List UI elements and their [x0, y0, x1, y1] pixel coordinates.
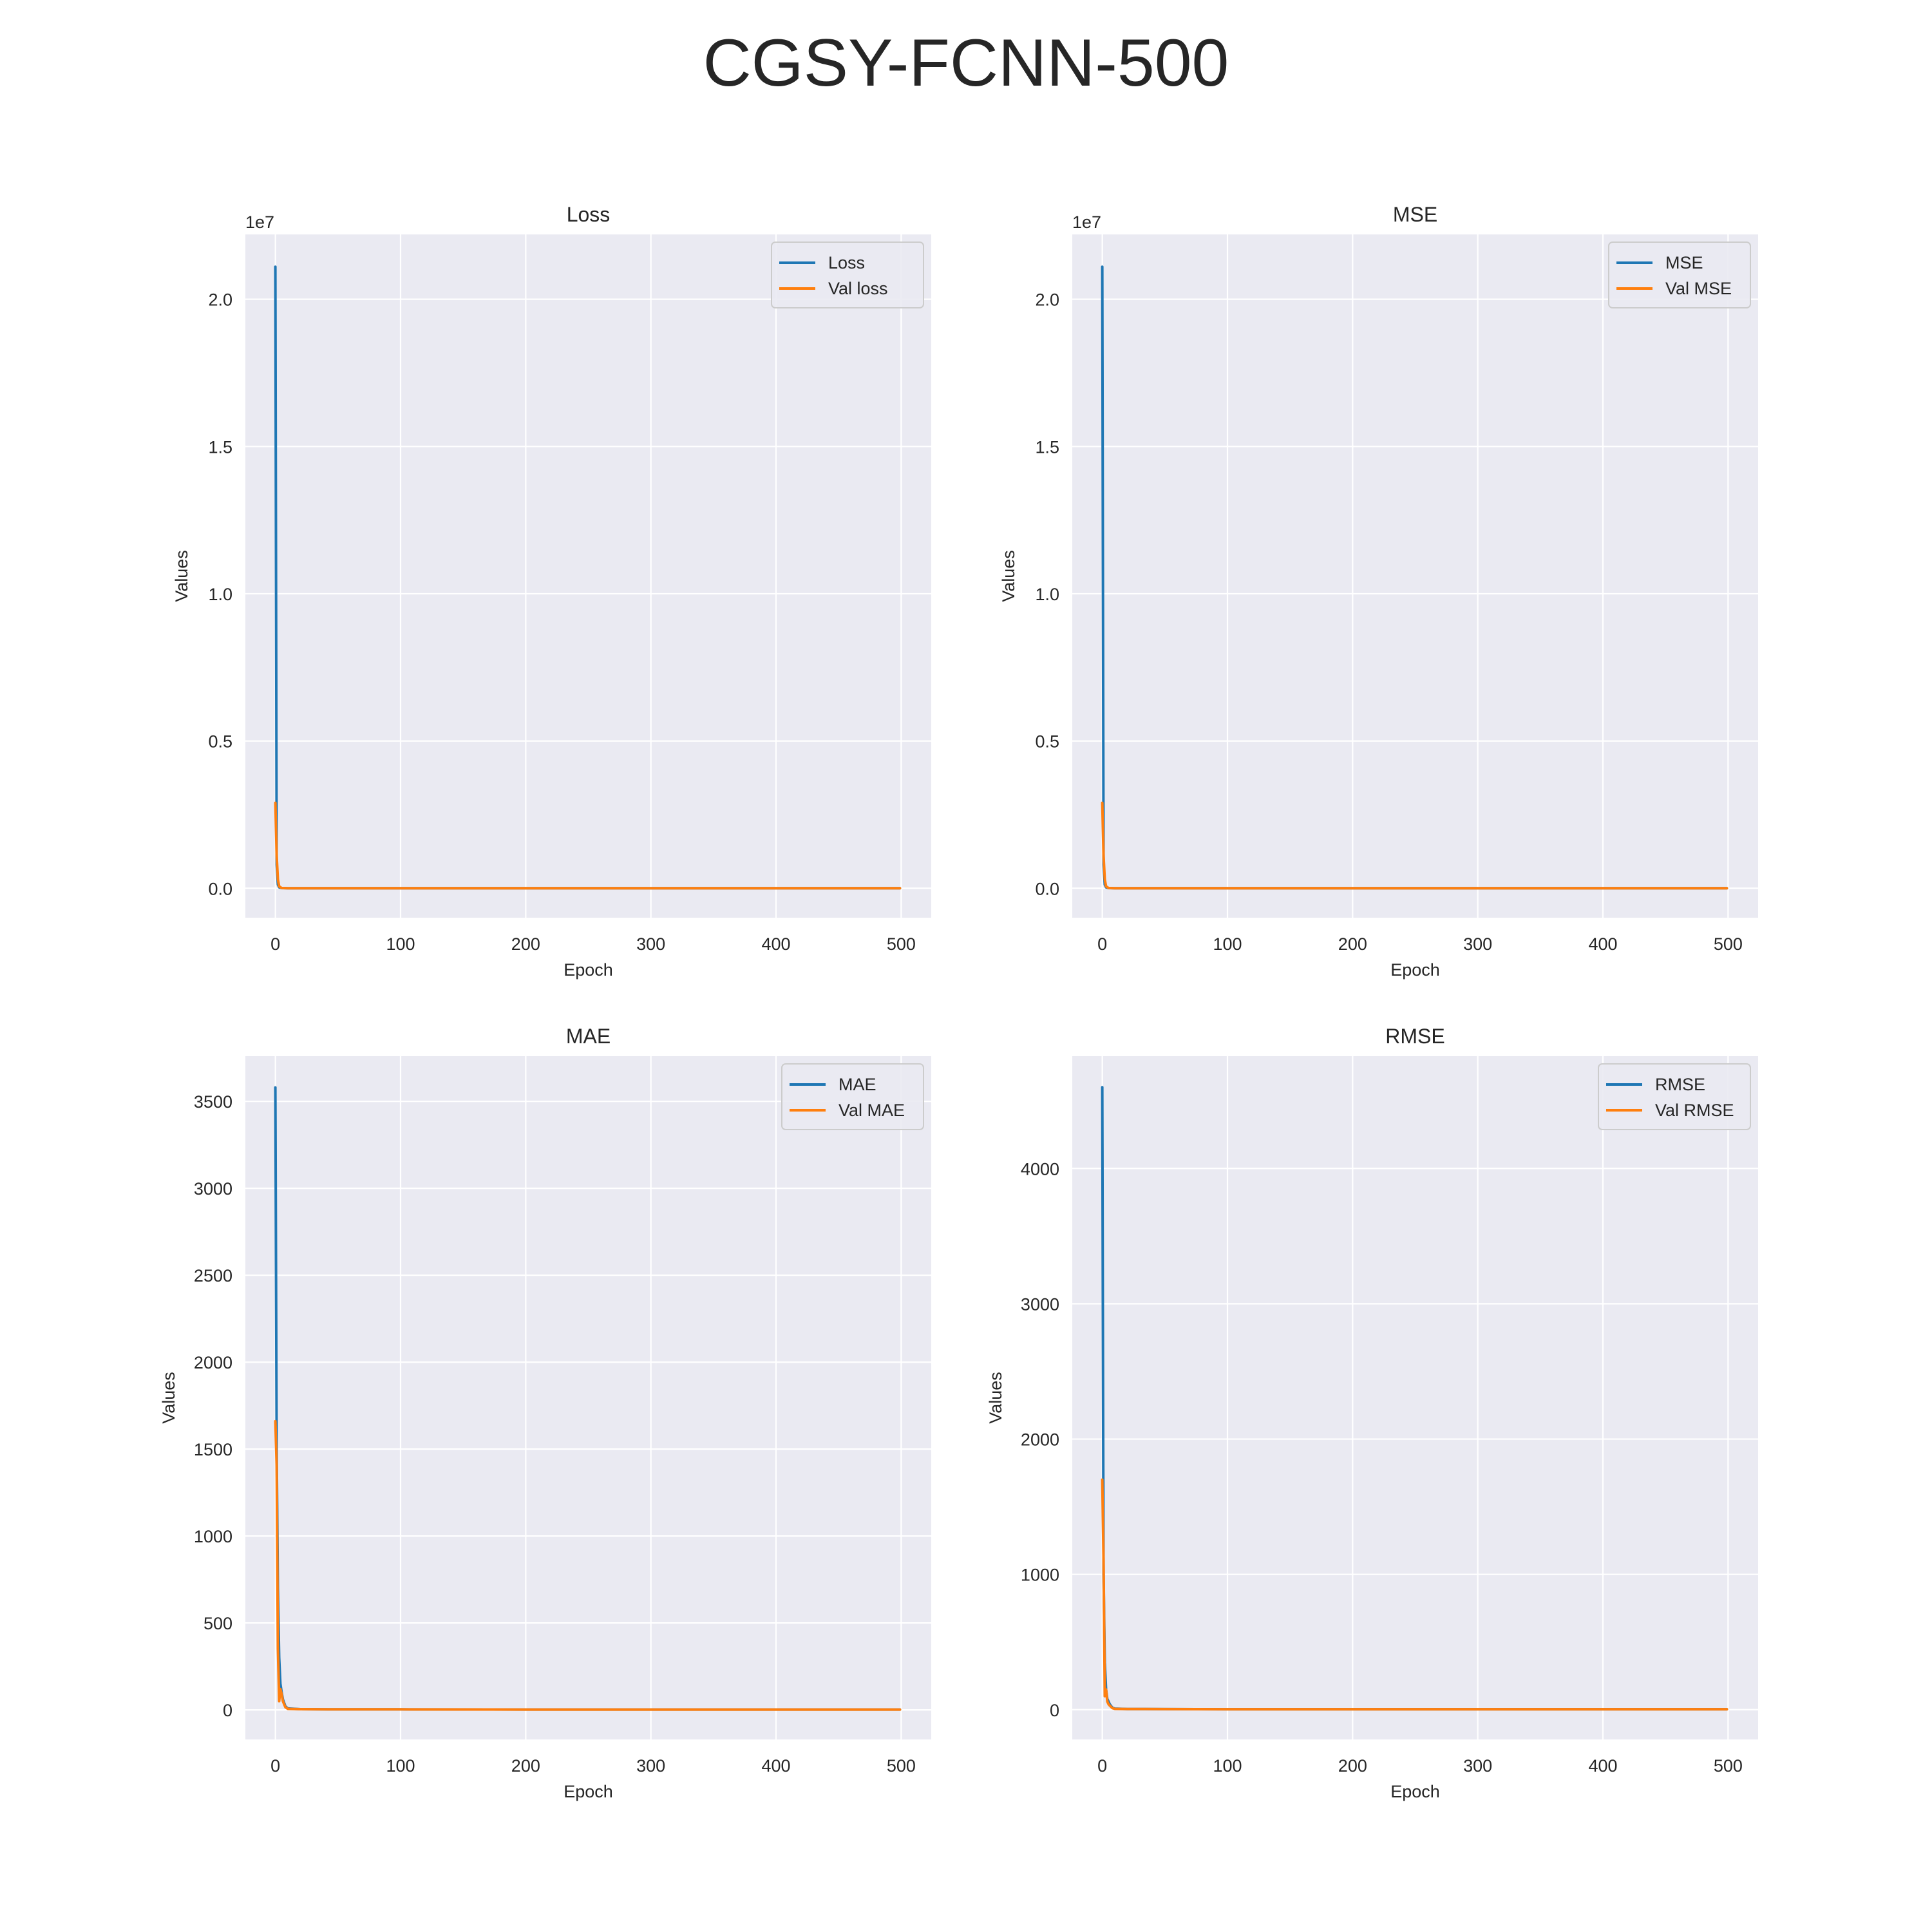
plot-area	[1072, 1056, 1758, 1739]
figure-title: CGSY-FCNN-500	[703, 26, 1229, 100]
x-tick-label: 400	[1588, 934, 1617, 954]
series-line-val-loss	[274, 801, 902, 890]
x-tick-label: 0	[270, 934, 280, 954]
y-tick-label: 4000	[1021, 1159, 1059, 1179]
legend-label: RMSE	[1655, 1075, 1705, 1094]
y-axis-label: Values	[986, 1372, 1005, 1424]
x-tick-label: 0	[1097, 934, 1107, 954]
x-tick-label: 0	[1097, 1756, 1107, 1776]
subplot-mse: 0 100 200 300 400 500 0.0 0.5 1.0 1.5 2.0 1e7 MSE Epo…	[999, 203, 1758, 980]
legend: Loss Val loss	[771, 242, 924, 308]
subplot-title: RMSE	[1385, 1025, 1444, 1048]
x-tick-label: 400	[761, 934, 790, 954]
legend: RMSE Val RMSE	[1598, 1063, 1751, 1130]
y-tick-label: 2.0	[1035, 290, 1059, 310]
y-tick-label: 2000	[194, 1353, 232, 1372]
y-tick-label: 2000	[1021, 1430, 1059, 1450]
subplot-title: MSE	[1393, 203, 1437, 226]
y-tick-label: 1.0	[1035, 585, 1059, 604]
x-tick-label: 300	[636, 1756, 665, 1776]
y-tick-label: 1500	[194, 1440, 232, 1459]
plot-area	[1072, 234, 1758, 918]
x-tick-label: 0	[270, 1756, 280, 1776]
y-tick-label: 0.5	[208, 732, 232, 752]
x-tick-label: 400	[761, 1756, 790, 1776]
series-line-val-mae	[274, 1419, 902, 1711]
subplot-loss: 0 100 200 300 400 500 0.0 0.5 1.0 1.5 2.0 1e7 Loss Ep…	[172, 203, 931, 980]
legend-box	[781, 1063, 924, 1130]
y-tick-label: 1000	[194, 1527, 232, 1546]
x-axis-label: Epoch	[564, 960, 613, 980]
legend-box	[1598, 1063, 1751, 1130]
x-tick-label: 500	[1714, 1756, 1743, 1776]
y-tick-label: 2.0	[208, 290, 232, 310]
subplot-rmse: 0 100 200 300 400 500 0 1000 2000 3000 4000 RMSE Epo…	[986, 1025, 1758, 1801]
x-axis-label: Epoch	[1390, 960, 1440, 980]
axis-offset-text: 1e7	[245, 213, 274, 232]
axis-offset-text: 1e7	[1072, 213, 1101, 232]
x-tick-label: 500	[887, 1756, 916, 1776]
y-tick-label: 3000	[194, 1179, 232, 1198]
y-tick-label: 1000	[1021, 1566, 1059, 1585]
x-axis-label: Epoch	[564, 1782, 613, 1801]
legend-label: MSE	[1665, 253, 1703, 272]
y-tick-label: 1.5	[1035, 437, 1059, 457]
y-tick-label: 0	[1050, 1701, 1059, 1720]
y-tick-label: 3500	[194, 1092, 232, 1112]
x-tick-label: 100	[1213, 1756, 1242, 1776]
y-axis-label: Values	[999, 550, 1018, 602]
plot-area	[245, 1056, 931, 1739]
y-tick-label: 1.5	[208, 437, 232, 457]
x-tick-label: 200	[1338, 1756, 1367, 1776]
y-tick-label: 0	[223, 1701, 232, 1720]
legend-label: Loss	[828, 253, 865, 272]
x-tick-label: 300	[636, 934, 665, 954]
x-tick-label: 100	[386, 934, 415, 954]
x-tick-label: 300	[1463, 1756, 1492, 1776]
y-tick-label: 1.0	[208, 585, 232, 604]
y-tick-label: 3000	[1021, 1294, 1059, 1314]
legend-box	[1608, 242, 1751, 308]
y-tick-label: 0.0	[1035, 879, 1059, 898]
legend-label: Val MAE	[838, 1101, 905, 1120]
series-line-val-rmse	[1101, 1478, 1728, 1711]
y-tick-label: 500	[204, 1614, 232, 1633]
series-line-val-mse	[1101, 801, 1728, 890]
plot-area	[245, 234, 931, 918]
y-axis-label: Values	[172, 550, 191, 602]
subplot-mae: 0 100 200 300 400 500 0 500 1000 1500 2000 2500 3000…	[159, 1025, 931, 1801]
y-tick-label: 0.5	[1035, 732, 1059, 752]
subplot-title: MAE	[566, 1025, 611, 1048]
x-tick-label: 200	[511, 1756, 540, 1776]
x-tick-label: 200	[511, 934, 540, 954]
x-tick-label: 100	[386, 1756, 415, 1776]
legend: MSE Val MSE	[1608, 242, 1751, 308]
legend-label: Val MSE	[1665, 279, 1732, 298]
y-tick-label: 2500	[194, 1266, 232, 1285]
y-tick-label: 0.0	[208, 879, 232, 898]
x-axis-label: Epoch	[1390, 1782, 1440, 1801]
x-tick-label: 100	[1213, 934, 1242, 954]
legend: MAE Val MAE	[781, 1063, 924, 1130]
y-axis-label: Values	[159, 1372, 178, 1424]
x-tick-label: 500	[1714, 934, 1743, 954]
legend-label: Val loss	[828, 279, 888, 298]
subplot-title: Loss	[567, 203, 611, 226]
x-tick-label: 500	[887, 934, 916, 954]
legend-label: Val RMSE	[1655, 1101, 1734, 1120]
x-tick-label: 300	[1463, 934, 1492, 954]
x-tick-label: 200	[1338, 934, 1367, 954]
legend-label: MAE	[838, 1075, 876, 1094]
legend-box	[771, 242, 924, 308]
x-tick-label: 400	[1588, 1756, 1617, 1776]
